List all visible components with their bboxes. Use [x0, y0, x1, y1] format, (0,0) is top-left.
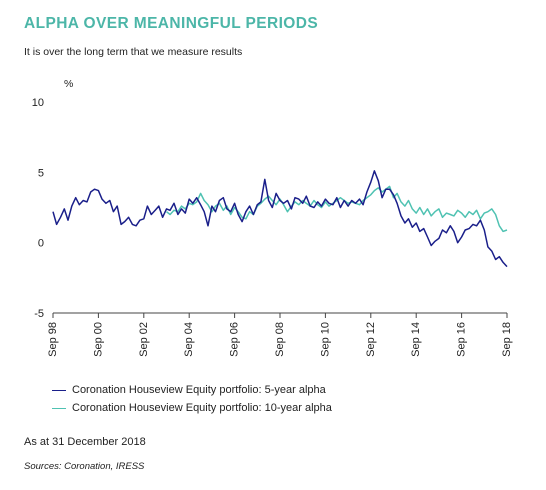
- x-tick-label: Sep 12: [365, 322, 377, 357]
- legend-swatch-5yr: [52, 389, 66, 391]
- y-tick-label: 0: [38, 238, 44, 250]
- legend-label-10yr: Coronation Houseview Equity portfolio: 1…: [72, 402, 332, 414]
- legend-item-10yr: Coronation Houseview Equity portfolio: 1…: [52, 399, 332, 417]
- y-axis-unit-label: %: [64, 78, 73, 90]
- y-tick-label: 5: [38, 167, 44, 179]
- line-chart: % 10 5 0 -5 Sep 98 Sep 00 Sep 02 Sep 04 Sep 06 S…: [32, 78, 513, 357]
- y-tick-label: 10: [32, 97, 44, 109]
- series-line-5yr: [52, 170, 508, 268]
- legend-swatch-10yr: [52, 407, 66, 409]
- x-tick-label: Sep 16: [456, 322, 468, 357]
- x-tick-label: Sep 10: [319, 322, 331, 357]
- chart-subtitle: It is over the long term that we measure…: [24, 46, 243, 58]
- series-line-10yr: [166, 185, 508, 233]
- x-tick-label: Sep 04: [183, 322, 195, 357]
- chart-title: ALPHA OVER MEANINGFUL PERIODS: [24, 15, 319, 32]
- x-tick-label: Sep 98: [47, 322, 59, 357]
- legend-item-5yr: Coronation Houseview Equity portfolio: 5…: [52, 381, 332, 399]
- legend-label-5yr: Coronation Houseview Equity portfolio: 5…: [72, 384, 326, 396]
- legend: Coronation Houseview Equity portfolio: 5…: [52, 381, 332, 417]
- as-at-date: As at 31 December 2018: [24, 436, 146, 448]
- x-tick-label: Sep 14: [410, 322, 422, 357]
- x-tick-label: Sep 18: [501, 322, 513, 357]
- x-tick-label: Sep 02: [138, 322, 150, 357]
- x-tick-label: Sep 00: [92, 322, 104, 357]
- x-tick-label: Sep 08: [274, 322, 286, 357]
- y-tick-label: -5: [34, 308, 44, 320]
- x-tick-label: Sep 06: [229, 322, 241, 357]
- sources-note: Sources: Coronation, IRESS: [24, 461, 145, 472]
